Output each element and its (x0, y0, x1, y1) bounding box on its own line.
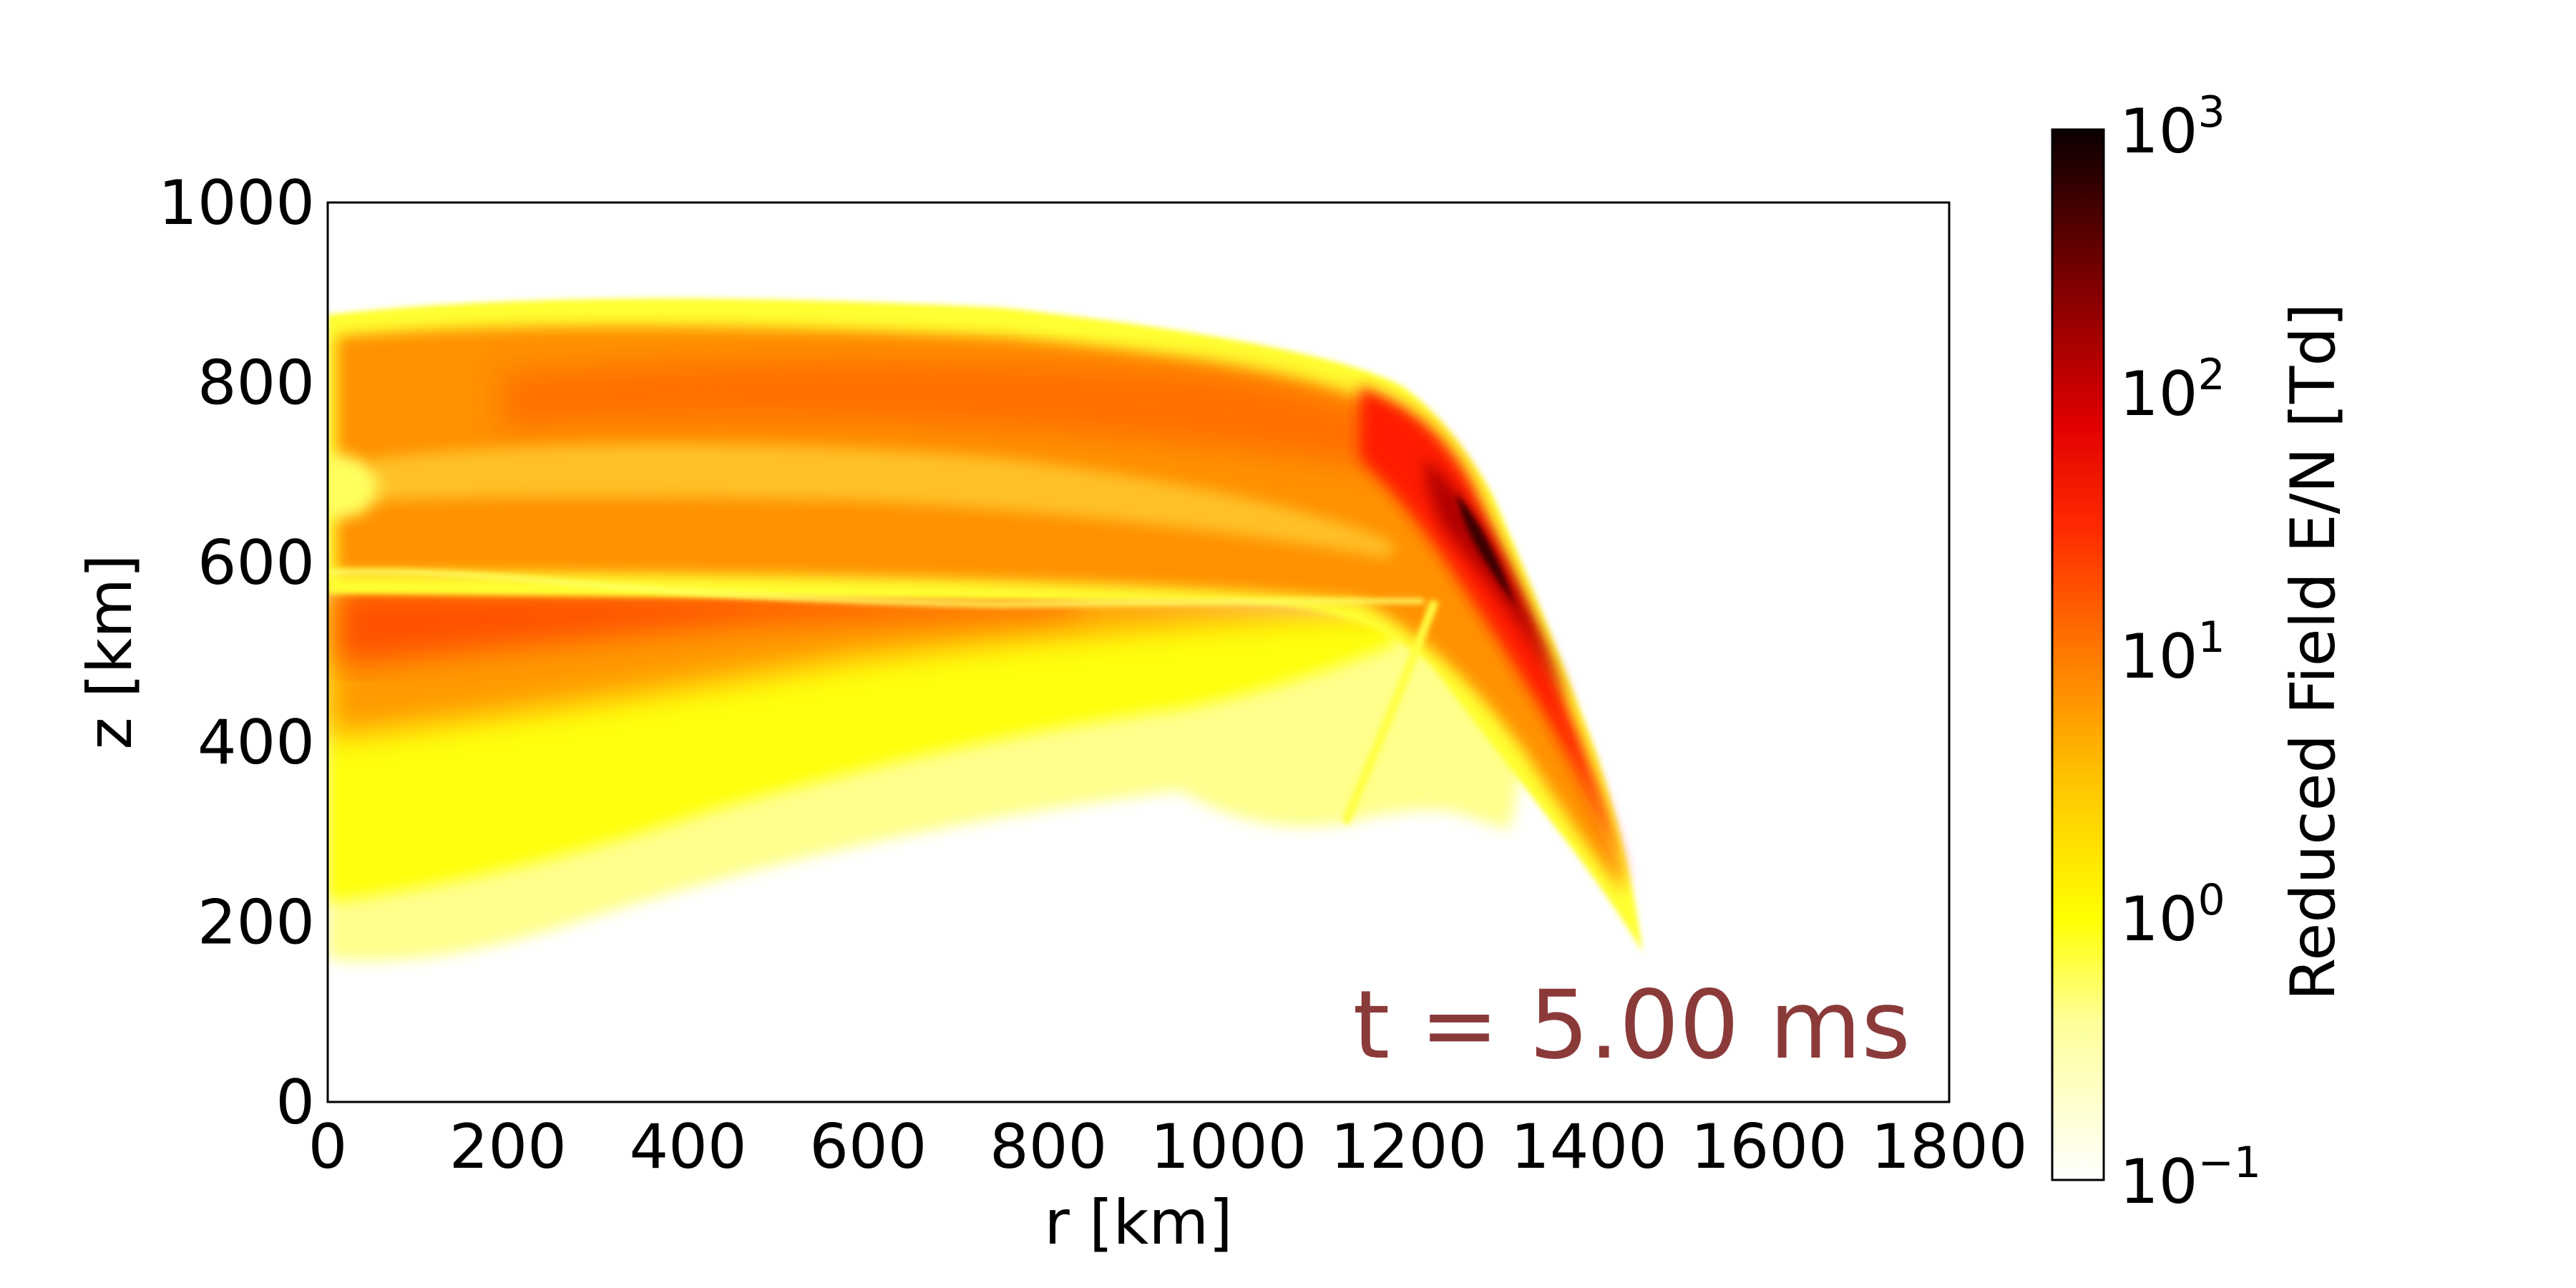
y-tick-label: 0 (275, 1067, 315, 1138)
y-tick-label: 1000 (158, 167, 315, 239)
upper-plume-streak (372, 444, 1395, 558)
x-tick-label: 600 (809, 1111, 927, 1183)
colorbar-tick-label: 101 (2119, 613, 2225, 693)
colorbar-tick-label: 103 (2119, 87, 2225, 167)
x-tick-label: 800 (990, 1111, 1107, 1183)
plot-frame (326, 201, 1951, 1103)
x-tick-label: 1800 (1871, 1111, 2028, 1183)
y-tick-label: 800 (197, 347, 315, 419)
x-axis-label: r [km] (1044, 1187, 1232, 1259)
x-tick-label: 1400 (1511, 1111, 1667, 1183)
colorbar-label: Reduced Field E/N [Td] (2278, 303, 2349, 1000)
x-tick-label: 1200 (1330, 1111, 1487, 1183)
y-tick-label: 400 (197, 707, 315, 779)
time-annotation: t = 5.00 ms (1353, 970, 1911, 1080)
y-tick-label: 600 (197, 527, 315, 599)
x-tick-label: 200 (449, 1111, 567, 1183)
front-dark (1424, 458, 1571, 708)
edge-bright-spot (328, 454, 379, 519)
upper-plume-ribbon (501, 358, 1438, 472)
x-axis-ticks: 0 200 400 600 800 1000 1200 1400 1600 1800 (308, 1111, 2028, 1183)
y-tick-label: 200 (197, 887, 315, 959)
y-axis-label: z [km] (74, 554, 146, 749)
front-red (1360, 386, 1628, 887)
y-axis-ticks: 0 200 400 600 800 1000 (158, 167, 315, 1138)
x-tick-label: 1600 (1691, 1111, 1848, 1183)
x-tick-label: 400 (629, 1111, 746, 1183)
interface-line (328, 569, 1425, 608)
field-heatmap (328, 298, 1642, 961)
front-branch (1341, 599, 1439, 825)
colorbar (2051, 128, 2105, 1181)
colorbar-tick-label: 102 (2119, 350, 2225, 430)
x-tick-label: 0 (308, 1111, 348, 1183)
colorbar-ticks: 10−1 100 101 102 103 (2119, 87, 2261, 1218)
colorbar-tick-label: 100 (2119, 875, 2225, 955)
lower-lobe-core (336, 587, 1073, 665)
colorbar-tick-label: 10−1 (2119, 1138, 2261, 1218)
front-core (1456, 494, 1517, 608)
x-tick-label: 1000 (1150, 1111, 1307, 1183)
